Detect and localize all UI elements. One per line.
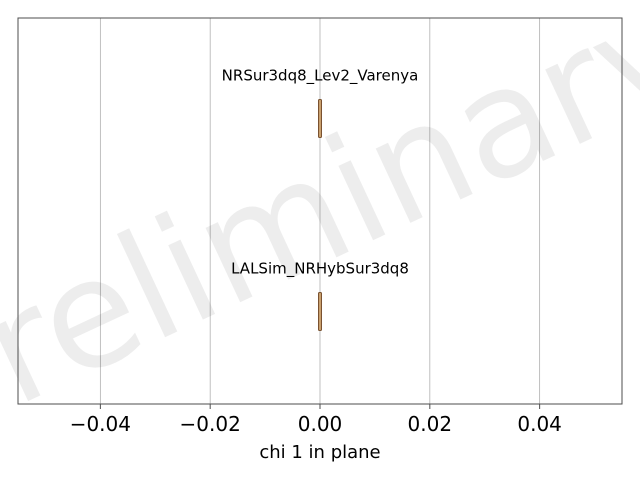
x-tick-label: −0.04	[70, 412, 131, 436]
x-tick-label: 0.04	[517, 412, 562, 436]
violin-2	[319, 293, 322, 331]
x-tick-label: 0.00	[298, 412, 343, 436]
x-tick-label: −0.02	[180, 412, 241, 436]
x-tick-label: 0.02	[408, 412, 453, 436]
series-label-2: LALSim_NRHybSur3dq8	[231, 260, 409, 279]
series-label-1: NRSur3dq8_Lev2_Varenya	[222, 67, 419, 86]
x-axis-label: chi 1 in plane	[259, 442, 380, 463]
violin-1	[319, 100, 322, 138]
